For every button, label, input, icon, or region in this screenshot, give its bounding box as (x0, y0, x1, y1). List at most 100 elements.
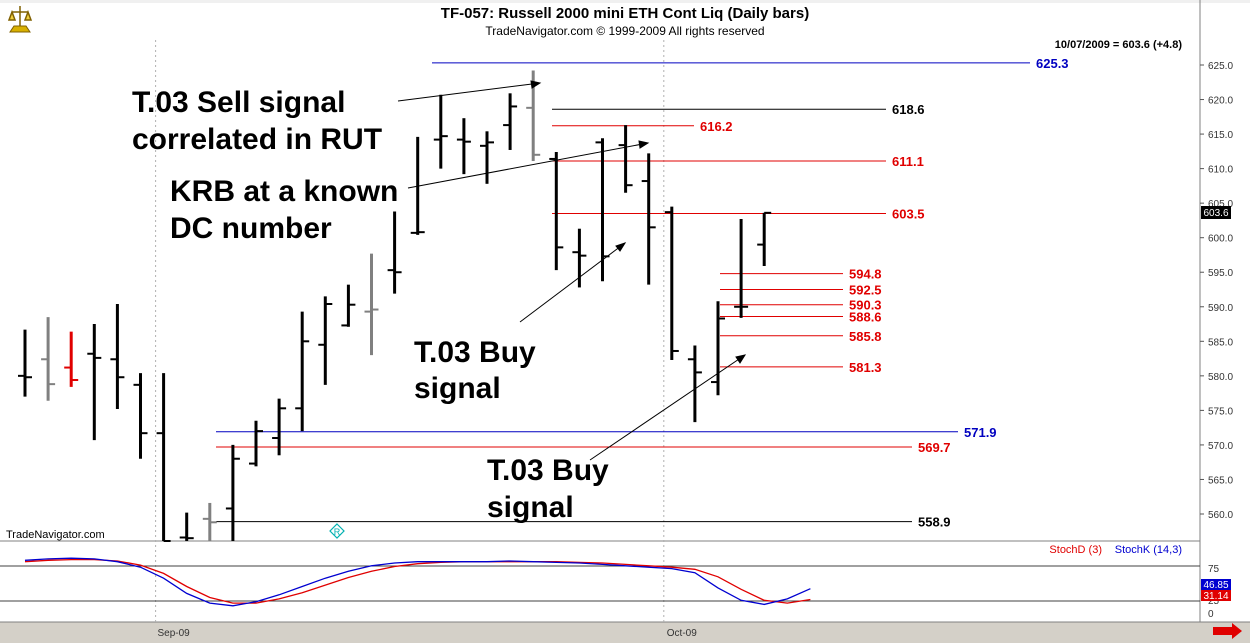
arrow-sell (397, 82, 541, 102)
price-tick-label: 605.0 (1208, 199, 1233, 210)
svg-text:31.14: 31.14 (1203, 591, 1228, 602)
level-label-588.6: 588.6 (849, 309, 882, 324)
annotation-buy2-line-2: signal (487, 491, 574, 524)
price-tick-label: 565.0 (1208, 475, 1233, 486)
r-marker-icon: R (329, 523, 345, 539)
chart-title: TF-057: Russell 2000 mini ETH Cont Liq (… (441, 5, 809, 22)
stochk-label: StochK (14,3) (1115, 544, 1182, 556)
annotations: T.03 Sell signal correlated in RUT KRB a… (132, 80, 747, 539)
level-label-585.8: 585.8 (849, 329, 882, 344)
stoch-tick-25: 25 (1208, 596, 1220, 607)
arrow-buy2 (589, 354, 746, 461)
ohlc-bar (387, 211, 402, 294)
level-label-571.9: 571.9 (964, 425, 997, 440)
price-tick-label: 560.0 (1208, 510, 1233, 521)
ohlc-bar (87, 324, 102, 441)
stoch-tick-75: 75 (1208, 564, 1220, 575)
arrow-sell-head (530, 80, 542, 89)
ohlc-bar (341, 284, 356, 327)
date-tick-label: Oct-09 (667, 628, 697, 639)
level-label-569.7: 569.7 (918, 440, 951, 455)
price-tick-label: 625.0 (1208, 61, 1233, 72)
stochastic-panel: StochD (3) StochK (14,3) 75 25 0 46.85 3… (0, 544, 1231, 620)
ohlc-bar (41, 317, 56, 401)
arrow-krb (407, 142, 649, 189)
level-label-590.3: 590.3 (849, 298, 882, 313)
annotation-sell-line-1: T.03 Sell signal (132, 86, 345, 119)
price-levels: 625.3 618.6 616.2 611.1 603.5 594.8592.5590.3… (216, 56, 1069, 530)
arrow-buy2-head (735, 354, 747, 364)
price-tick-label: 595.0 (1208, 268, 1233, 279)
date-tick-label: Sep-09 (157, 628, 190, 639)
price-tick-label: 575.0 (1208, 406, 1233, 417)
stochd-label: StochD (3) (1049, 544, 1102, 556)
ohlc-bar (295, 311, 310, 432)
ohlc-bar (133, 373, 148, 459)
level-label-594.8: 594.8 (849, 267, 882, 282)
arrow-krb-head (638, 140, 650, 149)
price-tick-label: 600.0 (1208, 234, 1233, 245)
ohlc-bar (110, 304, 125, 410)
ohlc-bar (549, 152, 564, 271)
ohlc-bar (641, 153, 656, 285)
ohlc-bar (202, 502, 217, 541)
annotation-buy2-line-1: T.03 Buy (487, 454, 609, 487)
chart-subtitle: TradeNavigator.com © 1999-2009 All right… (485, 24, 764, 38)
grid (155, 40, 665, 622)
ohlc-bar (711, 301, 725, 396)
level-label-616.2: 616.2 (700, 119, 733, 134)
arrow-buy1-head (615, 242, 627, 252)
annotation-krb-line-2: DC number (170, 212, 332, 245)
annotation-buy1-line-1: T.03 Buy (414, 336, 536, 369)
stochd-value-tag: 31.14 (1201, 590, 1231, 602)
level-label-603.5: 603.5 (892, 207, 925, 222)
annotation-sell-line-2: correlated in RUT (132, 123, 382, 156)
level-label-625.3: 625.3 (1036, 56, 1069, 71)
price-tick-label: 585.0 (1208, 337, 1233, 348)
ohlc-bar (18, 329, 32, 397)
ohlc-bar (318, 296, 333, 385)
ohlc-bar (225, 444, 240, 541)
ohlc-bar (618, 125, 633, 193)
level-label-558.9: 558.9 (918, 515, 951, 530)
ohlc-bar (687, 345, 702, 423)
ohlc-bar (249, 420, 263, 467)
ohlc-bar (456, 118, 471, 175)
ohlc-bar (364, 253, 379, 356)
level-label-592.5: 592.5 (849, 283, 882, 298)
price-axis: 625.0 620.0 615.0 610.0 605.0 600.0 595.0 590.0… (1200, 61, 1233, 521)
time-axis-strip (0, 622, 1250, 643)
arrow-buy1 (519, 242, 626, 323)
svg-text:R: R (334, 527, 341, 537)
level-label-581.3: 581.3 (849, 360, 882, 375)
last-price-tag: 603.6 (1201, 206, 1231, 219)
ohlc-bar (156, 373, 171, 542)
level-label-611.1: 611.1 (892, 154, 924, 169)
price-tick-label: 570.0 (1208, 441, 1233, 452)
top-strip (0, 0, 1250, 3)
ohlc-bar (664, 206, 679, 360)
stochk-value-tag: 46.85 (1201, 579, 1231, 591)
ohlc-bar (64, 331, 79, 387)
ohlc-bar (272, 398, 287, 456)
ohlc-bar (734, 219, 749, 318)
svg-text:46.85: 46.85 (1203, 580, 1228, 591)
price-tick-label: 615.0 (1208, 130, 1233, 141)
ohlc-bar (757, 211, 772, 267)
stochk-line (24, 557, 811, 607)
scroll-right-arrow-icon[interactable] (1213, 623, 1242, 639)
price-tick-label: 580.0 (1208, 372, 1233, 383)
price-tick-label: 590.0 (1208, 303, 1233, 314)
date-readout: 10/07/2009 = 603.6 (+4.8) (1055, 39, 1183, 51)
stoch-tick-0: 0 (1208, 609, 1214, 620)
ohlc-bar (503, 93, 518, 150)
watermark-text: TradeNavigator.com (6, 529, 105, 541)
level-label-618.6: 618.6 (892, 102, 925, 117)
stochd-line (24, 558, 811, 604)
price-tick-label: 620.0 (1208, 96, 1233, 107)
ohlc-bar (179, 512, 194, 541)
price-tick-label: 610.0 (1208, 165, 1233, 176)
ohlc-bar (480, 131, 494, 184)
ohlc-bar (595, 138, 610, 282)
